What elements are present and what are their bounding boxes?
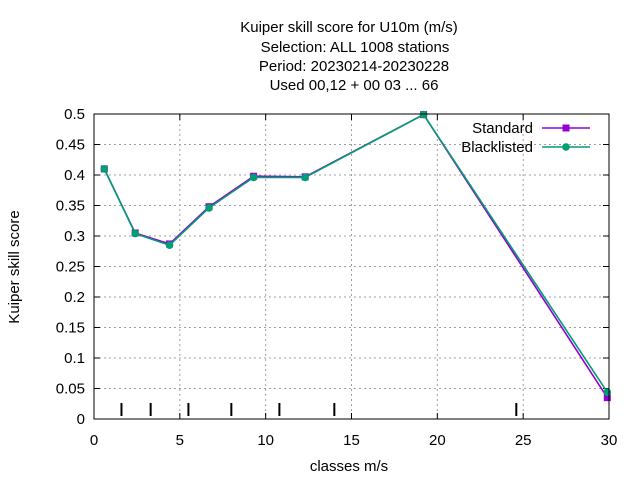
x-tick-label: 15 [343, 432, 360, 449]
legend-label: Blacklisted [461, 139, 533, 156]
y-axis-ticks: 0 0.05 0.1 0.15 0.2 0.25 0.3 0.35 0.4 0.45 0.5 [56, 106, 609, 428]
x-tick-label: 5 [176, 432, 184, 449]
class-boundary-markers [120, 403, 518, 416]
title-line-4: Used 00,12 + 00 03 ... 66 [270, 77, 439, 94]
plot-frame [93, 113, 610, 420]
legend: Standard Blacklisted [461, 120, 590, 156]
data-point [165, 241, 174, 249]
y-tick-label: 0.15 [56, 320, 85, 337]
y-tick-label: 0.45 [56, 137, 85, 154]
data-point [205, 204, 213, 212]
x-tick-label: 25 [515, 432, 532, 449]
y-tick-label: 0.5 [64, 106, 85, 123]
title-line-3: Period: 20230214-20230228 [259, 58, 449, 75]
chart-title: Kuiper skill score for U10m (m/s) Select… [240, 19, 458, 94]
x-axis-ticks: 0 5 10 15 20 25 30 [90, 114, 618, 449]
data-point [100, 165, 109, 173]
y-tick-label: 0.05 [56, 381, 85, 398]
x-tick-label: 0 [90, 432, 98, 449]
grid-lines [94, 114, 609, 419]
y-axis-label: Kuiper skill score [6, 210, 23, 323]
y-tick-label: 0.35 [56, 198, 85, 215]
x-tick-label: 30 [601, 432, 618, 449]
legend-label: Standard [472, 120, 533, 137]
data-point [603, 388, 612, 396]
data-point [603, 394, 611, 402]
y-tick-label: 0.3 [64, 228, 85, 245]
legend-swatch-marker [562, 143, 570, 151]
data-point [249, 173, 258, 182]
data-point [301, 173, 309, 182]
data-series [100, 110, 612, 402]
y-tick-label: 0.25 [56, 259, 85, 276]
x-tick-label: 10 [257, 432, 274, 449]
x-tick-label: 20 [429, 432, 446, 449]
x-axis-label: classes m/s [310, 458, 388, 475]
series-blacklisted [100, 110, 612, 396]
title-line-2: Selection: ALL 1008 stations [261, 39, 450, 56]
y-tick-label: 0.4 [64, 167, 85, 184]
y-tick-label: 0 [77, 411, 85, 428]
legend-swatch-marker [562, 124, 570, 132]
data-point [131, 229, 139, 238]
y-tick-label: 0.1 [64, 350, 85, 367]
series-line [103, 113, 608, 393]
y-tick-label: 0.2 [64, 289, 85, 306]
title-line-1: Kuiper skill score for U10m (m/s) [240, 19, 458, 36]
data-point [419, 110, 428, 119]
